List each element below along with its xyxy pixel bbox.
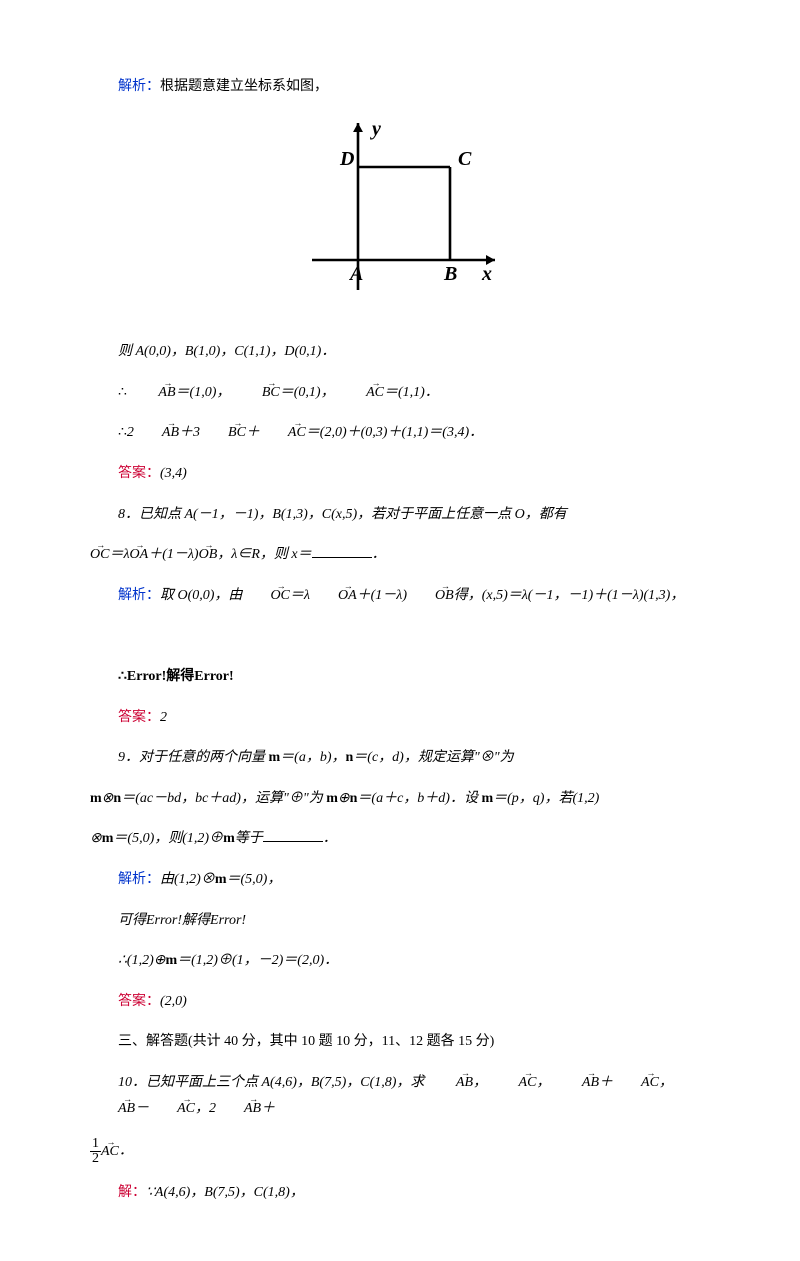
vec-ob: →OB [199,542,218,569]
p8-stem-1: 8．已知点 A(－1，－1)，B(1,3)，C(x,5)，若对于平面上任意一点 … [90,502,710,529]
p10-stem-tail: 12→AC． [90,1137,710,1166]
figure-svg: A B C Dx y [300,115,500,315]
svg-text:C: C [458,148,472,170]
p7-sum: ∴2→AB＋3→BC＋→AC＝(2,0)＋(0,3)＋(1,1)＝(3,4)． [90,420,710,447]
vec-oc: →OC [90,542,109,569]
p10-solution: 解：∵A(4,6)，B(7,5)，C(1,8)， [90,1180,710,1207]
p9-stem-line3: ⊗m＝(5,0)，则(1,2)⊕m等于． [90,826,710,853]
p8-answer: 答案：2 [90,705,710,732]
p7-points: 则 A(0,0)，B(1,0)，C(1,1)，D(0,1)． [90,339,710,366]
svg-text:B: B [443,263,457,285]
p8-error: ∴Error!解得Error! [90,664,710,691]
p8-analysis: 解析：取 O(0,0)，由→OC＝λ→OA＋(1－λ)→OB得，(x,5)＝λ(… [90,583,710,610]
svg-text:y: y [370,118,381,140]
vec-ab: →AB [130,380,175,407]
vec-ac: →AC [338,380,384,407]
label-daan: 答案： [118,466,160,481]
p8-stem-2: →OC＝λ→OA＋(1－λ)→OB，λ∈R，则 x＝． [90,542,710,569]
svg-text:D: D [339,148,354,170]
p9-analysis-3: ∴(1,2)⊕m＝(1,2)⊕(1，－2)＝(2,0)． [90,948,710,975]
label-jiexi: 解析： [118,79,160,94]
p9-stem-line2: m⊗n＝(ac－bd，bc＋ad)，运算"⊕"为 m⊕n＝(a＋c，b＋d)．设… [90,786,710,813]
figure-square-axes: A B C Dx y [90,115,710,326]
p7-vectors: ∴ →AB＝(1,0)， →BC＝(0,1)， →AC＝(1,1)． [90,380,710,407]
p9-analysis-1: 解析：由(1,2)⊗m＝(5,0)， [90,867,710,894]
p9-stem-line1: 9．对于任意的两个向量 m＝(a，b)，n＝(c，d)，规定运算"⊗"为 [90,745,710,772]
p9-answer: 答案：(2,0) [90,989,710,1016]
p7-answer: 答案：(3,4) [90,461,710,488]
p9-analysis-2: 可得Error!解得Error! [90,908,710,935]
svg-text:x: x [481,263,492,285]
vec-oa: →OA [130,542,149,569]
frac-half: 12 [90,1137,101,1166]
svg-text:A: A [348,263,363,285]
vec-bc: →BC [234,380,280,407]
blank-m [263,829,323,843]
p10-stem: 10．已知平面上三个点 A(4,6)，B(7,5)，C(1,8)，求 →AB， … [90,1070,710,1123]
blank-x [312,545,372,559]
p8-blankline [90,623,710,650]
section-3-heading: 三、解答题(共计 40 分，其中 10 题 10 分，11、12 题各 15 分… [90,1029,710,1056]
p7-analysis-intro: 解析：根据题意建立坐标系如图， [90,74,710,101]
